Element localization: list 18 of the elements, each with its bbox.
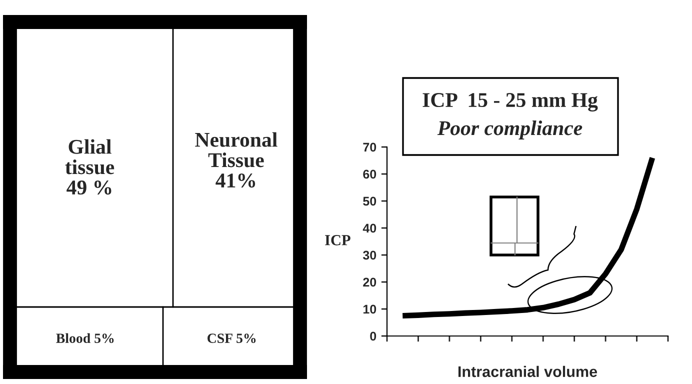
category-label: Glial tissue	[65, 139, 114, 174]
y-tick-label: 40	[362, 224, 376, 233]
category-label: Blood 5%	[56, 333, 114, 344]
category-label: Neuronal Tissue	[195, 132, 278, 168]
y-tick-label: 20	[363, 278, 376, 287]
text: 41%	[216, 173, 256, 188]
category-label: CSF 5%	[208, 334, 256, 344]
y-tick-label: 60	[363, 170, 376, 179]
x-axis-title: Intracranial volume	[458, 366, 598, 378]
chart-title: ICP 15 - 25 mm Hg	[422, 93, 598, 112]
y-tick-label: 70	[363, 142, 376, 152]
y-tick-label: 50	[363, 196, 376, 206]
y-tick-label: 30	[362, 250, 376, 260]
text: 49 %	[66, 180, 112, 195]
y-tick-label: 10	[363, 304, 376, 314]
y-tick-label: 0	[370, 332, 376, 341]
y-axis-title: ICP	[325, 235, 350, 246]
chart-subtitle: Poor compliance	[437, 120, 582, 140]
